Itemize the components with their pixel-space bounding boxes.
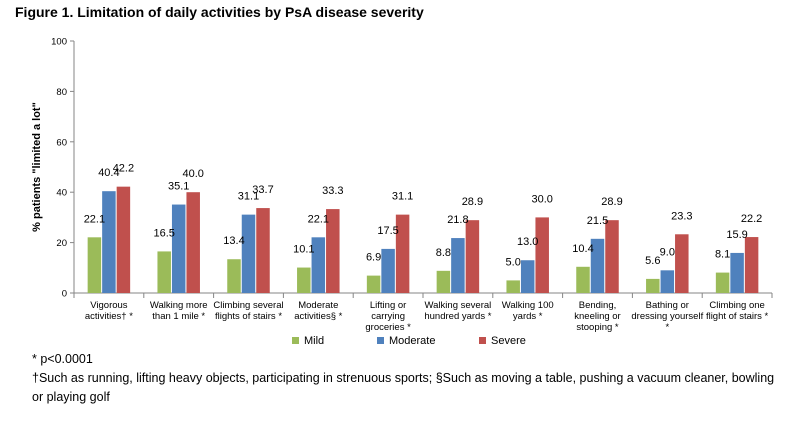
data-label: 15.9	[726, 229, 747, 241]
x-category-label: Vigorous activities† *	[85, 300, 133, 322]
bar-mild	[157, 251, 171, 293]
bar-severe	[605, 220, 619, 293]
data-label: 35.1	[168, 181, 189, 193]
data-label: 28.9	[462, 196, 483, 208]
chart-title: Figure 1. Limitation of daily activities…	[15, 4, 424, 20]
x-category-label: Walking several hundred yards *	[424, 300, 491, 322]
data-label: 30.0	[531, 193, 552, 205]
data-label: 13.0	[517, 236, 538, 248]
data-label: 42.2	[113, 163, 134, 175]
bar-mild	[506, 280, 520, 293]
bar-mild	[297, 267, 311, 293]
legend-label: Severe	[491, 335, 526, 345]
bar-severe	[535, 217, 549, 293]
data-label: 9.0	[660, 246, 675, 258]
data-label: 33.7	[252, 184, 273, 196]
bar-severe	[675, 234, 689, 293]
p-value-note: * p<0.0001	[32, 352, 93, 366]
data-label: 28.9	[601, 196, 622, 208]
data-label: 10.1	[293, 244, 314, 256]
data-label: 40.0	[182, 168, 203, 180]
bar-moderate	[590, 238, 605, 293]
bar-mild	[436, 270, 451, 293]
x-category-label: Moderate activities§ *	[294, 300, 342, 322]
bar-moderate	[381, 248, 395, 293]
data-label: 8.1	[715, 249, 730, 261]
data-label: 22.1	[308, 213, 329, 225]
y-tick-label: 20	[56, 238, 67, 249]
y-tick-label: 80	[56, 87, 67, 98]
data-label: 5.6	[645, 255, 660, 267]
bar-mild	[87, 237, 102, 293]
legend-swatch-severe	[479, 337, 486, 344]
data-label: 22.1	[84, 213, 105, 225]
bar-severe	[326, 209, 340, 293]
data-label: 22.2	[741, 213, 762, 225]
data-label: 31.1	[392, 191, 413, 203]
bar-severe	[116, 186, 131, 293]
x-category-label: Bathing or dressing yourself *	[631, 300, 703, 333]
bar-moderate	[730, 252, 744, 293]
legend-swatch-moderate	[377, 337, 384, 344]
y-tick-label: 40	[56, 188, 67, 199]
bar-chart: Figure 1. Limitation of daily activities…	[15, 4, 773, 345]
bar-severe	[256, 208, 270, 293]
legend-swatch-mild	[292, 337, 299, 344]
bar-severe	[744, 237, 759, 293]
data-label: 13.4	[223, 235, 244, 247]
y-tick-label: 100	[51, 37, 67, 48]
data-label: 10.4	[572, 243, 593, 255]
footnotes: * p<0.0001 †Such as running, lifting hea…	[32, 350, 787, 407]
bar-moderate	[451, 238, 465, 293]
data-label: 6.9	[366, 252, 381, 264]
bar-mild	[366, 275, 381, 293]
data-label: 17.5	[377, 225, 398, 237]
bar-mild	[576, 266, 590, 293]
legend-label: Moderate	[389, 335, 435, 345]
bar-moderate	[102, 191, 116, 293]
bar-moderate	[241, 214, 256, 293]
x-category-label: Walking 100 yards *	[502, 300, 554, 322]
bar-severe	[465, 220, 480, 293]
data-label: 5.0	[506, 256, 521, 268]
data-label: 23.3	[671, 210, 692, 222]
bar-moderate	[311, 237, 326, 293]
y-tick-label: 0	[62, 289, 67, 300]
bar-moderate	[171, 204, 186, 293]
x-category-label: Bending, kneeling or stooping *	[574, 300, 620, 333]
legend-label: Mild	[304, 335, 324, 345]
data-label: 40.4	[98, 167, 119, 179]
data-label: 21.8	[447, 214, 468, 226]
x-category-label: Lifting or carrying groceries *	[365, 300, 411, 333]
data-label: 31.1	[238, 191, 259, 203]
data-label: 16.5	[153, 227, 174, 239]
x-category-label: Climbing one flight of stairs *	[706, 300, 769, 322]
bar-mild	[715, 272, 730, 293]
definition-footnote: †Such as running, lifting heavy objects,…	[32, 371, 775, 404]
bar-mild	[227, 259, 241, 293]
bar-moderate	[520, 260, 535, 293]
bar-mild	[646, 278, 660, 293]
x-category-label: Walking more than 1 mile *	[150, 300, 208, 322]
data-label: 21.5	[587, 215, 608, 227]
bar-moderate	[660, 270, 675, 293]
data-label: 8.8	[436, 247, 451, 259]
bar-severe	[395, 214, 410, 293]
x-category-label: Climbing several flights of stairs *	[213, 300, 283, 322]
data-label: 33.3	[322, 185, 343, 197]
y-tick-label: 60	[56, 137, 67, 148]
y-axis-label: % patients "limited a lot"	[31, 102, 43, 232]
bar-severe	[186, 192, 200, 293]
